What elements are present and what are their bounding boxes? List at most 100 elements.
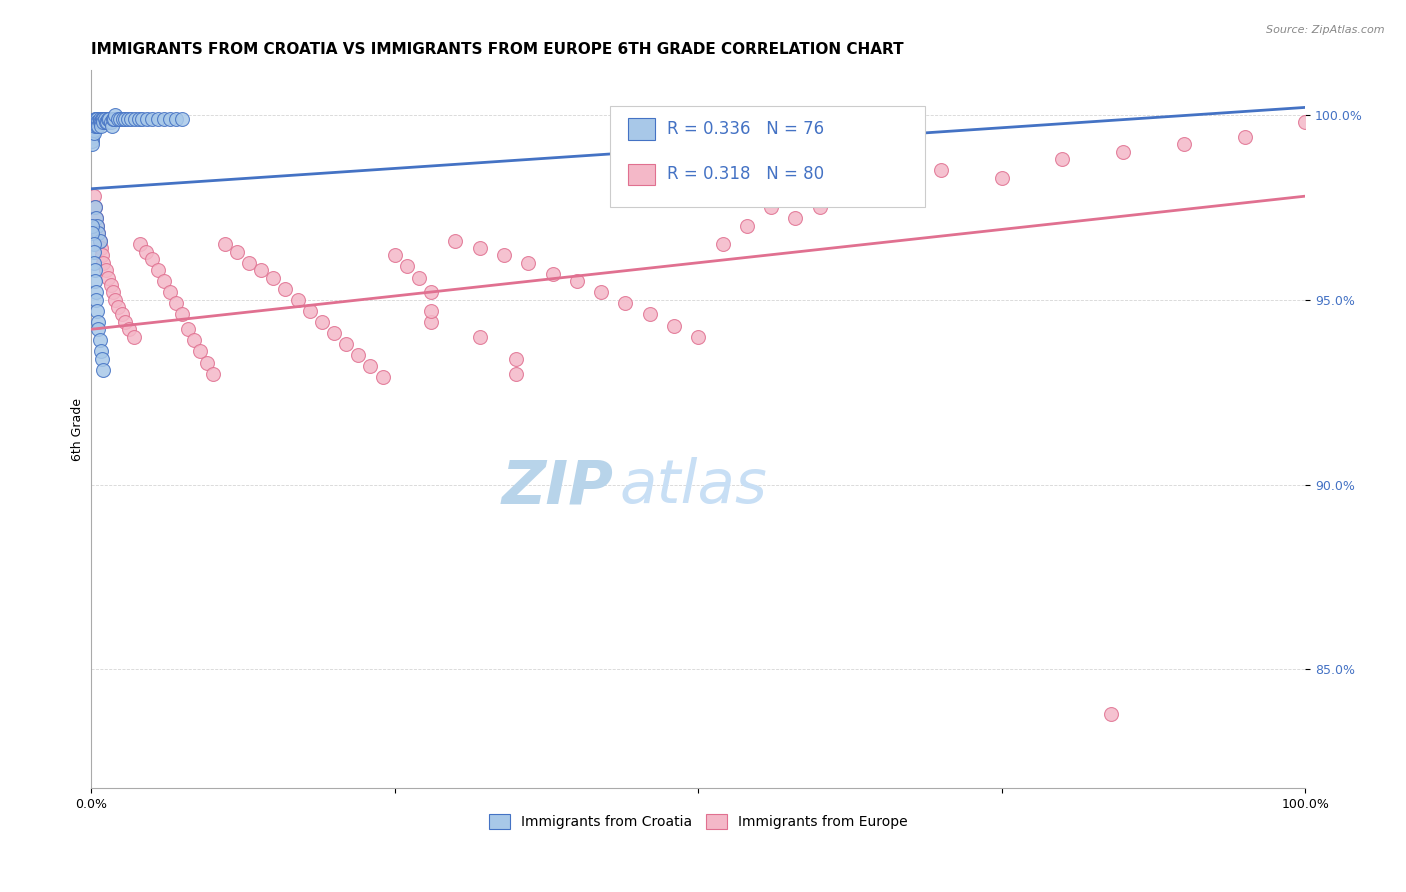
Point bbox=[101, 112, 124, 126]
Point bbox=[1099, 706, 1122, 721]
Point bbox=[172, 308, 194, 322]
Text: R = 0.318   N = 80: R = 0.318 N = 80 bbox=[666, 165, 824, 184]
Point bbox=[107, 300, 129, 314]
Point bbox=[517, 256, 540, 270]
Point bbox=[146, 112, 169, 126]
Point bbox=[287, 293, 309, 307]
Point bbox=[89, 234, 111, 248]
Point bbox=[82, 126, 104, 140]
Point bbox=[118, 322, 141, 336]
Point bbox=[83, 115, 105, 129]
Point bbox=[468, 329, 491, 343]
Point bbox=[591, 285, 613, 300]
Point bbox=[83, 237, 105, 252]
Point bbox=[96, 115, 118, 129]
Point bbox=[420, 285, 443, 300]
Point bbox=[808, 200, 831, 214]
Point bbox=[83, 189, 105, 203]
Point bbox=[131, 112, 153, 126]
Point bbox=[89, 234, 111, 248]
Point bbox=[165, 296, 187, 310]
FancyBboxPatch shape bbox=[628, 119, 655, 140]
Text: ZIP: ZIP bbox=[502, 457, 613, 516]
Point bbox=[87, 315, 110, 329]
Text: Source: ZipAtlas.com: Source: ZipAtlas.com bbox=[1267, 25, 1385, 35]
Point bbox=[89, 115, 111, 129]
Point bbox=[83, 119, 105, 133]
Point bbox=[90, 344, 112, 359]
Point bbox=[146, 263, 169, 277]
Point bbox=[82, 130, 104, 145]
Point bbox=[114, 315, 136, 329]
Point bbox=[91, 248, 114, 262]
Point bbox=[135, 244, 157, 259]
Point bbox=[214, 237, 236, 252]
Point bbox=[111, 112, 134, 126]
Point bbox=[323, 326, 346, 340]
Point bbox=[172, 112, 194, 126]
Point bbox=[83, 115, 105, 129]
Point bbox=[1173, 137, 1195, 152]
Point bbox=[128, 112, 150, 126]
Point bbox=[990, 170, 1012, 185]
Point bbox=[190, 344, 212, 359]
Point bbox=[83, 274, 105, 288]
Point bbox=[371, 370, 394, 384]
Point bbox=[94, 263, 117, 277]
Point bbox=[82, 219, 104, 233]
Point bbox=[505, 367, 527, 381]
Point bbox=[91, 112, 114, 126]
FancyBboxPatch shape bbox=[628, 164, 655, 186]
Point bbox=[262, 270, 284, 285]
Point bbox=[91, 363, 114, 377]
Point bbox=[395, 260, 418, 274]
Point bbox=[84, 211, 107, 226]
Point bbox=[250, 263, 273, 277]
Point bbox=[82, 137, 104, 152]
Point bbox=[87, 226, 110, 240]
Point bbox=[83, 200, 105, 214]
Point bbox=[100, 115, 122, 129]
Point bbox=[82, 122, 104, 136]
Point bbox=[107, 112, 129, 126]
Point bbox=[1112, 145, 1135, 159]
Point bbox=[90, 119, 112, 133]
Point bbox=[91, 256, 114, 270]
Point bbox=[165, 112, 187, 126]
Point bbox=[104, 293, 127, 307]
Point bbox=[83, 119, 105, 133]
Point bbox=[91, 112, 114, 126]
Point bbox=[136, 112, 159, 126]
Point bbox=[87, 322, 110, 336]
Point bbox=[711, 237, 734, 252]
Point bbox=[84, 211, 107, 226]
Point bbox=[225, 244, 247, 259]
Point bbox=[87, 119, 110, 133]
Point bbox=[195, 355, 218, 369]
Point bbox=[98, 112, 121, 126]
Point bbox=[84, 285, 107, 300]
Point bbox=[177, 322, 200, 336]
Point bbox=[468, 241, 491, 255]
Text: IMMIGRANTS FROM CROATIA VS IMMIGRANTS FROM EUROPE 6TH GRADE CORRELATION CHART: IMMIGRANTS FROM CROATIA VS IMMIGRANTS FR… bbox=[91, 42, 904, 57]
Legend: Immigrants from Croatia, Immigrants from Europe: Immigrants from Croatia, Immigrants from… bbox=[484, 809, 912, 835]
Point bbox=[97, 112, 120, 126]
Point bbox=[201, 367, 224, 381]
Point bbox=[87, 115, 110, 129]
Point bbox=[103, 112, 125, 126]
Point bbox=[122, 329, 145, 343]
Point bbox=[735, 219, 758, 233]
Point bbox=[84, 112, 107, 126]
Point bbox=[929, 163, 952, 178]
Point bbox=[505, 351, 527, 366]
Point bbox=[83, 263, 105, 277]
Point bbox=[110, 112, 132, 126]
Point bbox=[90, 241, 112, 255]
Point bbox=[335, 337, 357, 351]
Point bbox=[638, 308, 661, 322]
Point bbox=[86, 219, 108, 233]
Point bbox=[120, 112, 142, 126]
Point bbox=[86, 112, 108, 126]
Y-axis label: 6th Grade: 6th Grade bbox=[72, 398, 84, 460]
Point bbox=[785, 211, 807, 226]
